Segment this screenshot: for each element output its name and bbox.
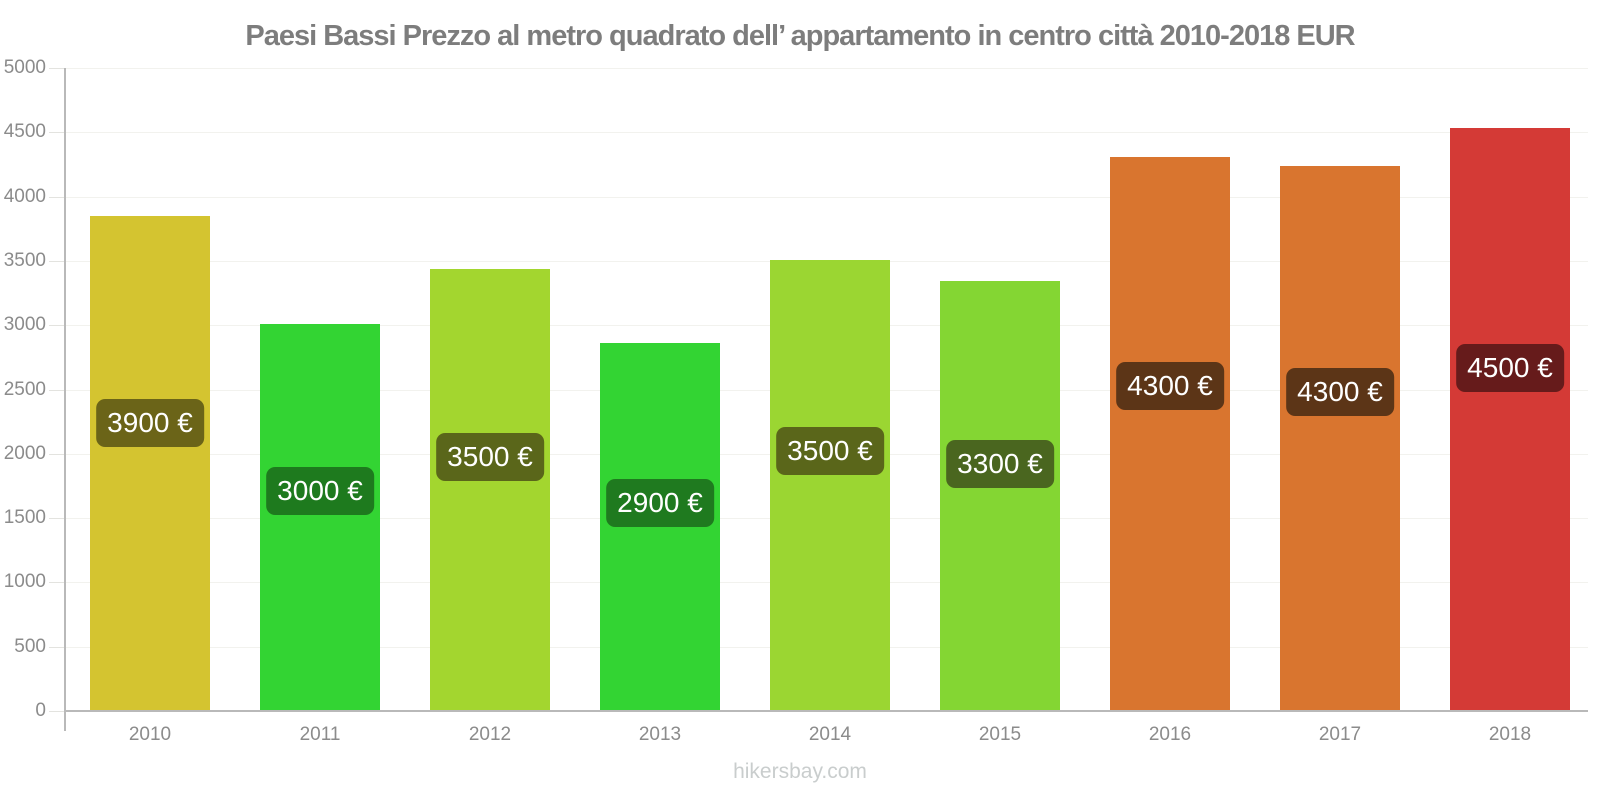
value-label-2015: 3300 € [946, 440, 1054, 488]
y-axis-tick-label: 3500 [3, 250, 46, 271]
value-label-2017: 4300 € [1286, 368, 1394, 416]
bar-2016[interactable]: 4300 € [1110, 157, 1230, 711]
y-axis-tick [49, 647, 66, 648]
y-axis-tick-label: 4000 [3, 186, 46, 207]
x-axis-label-2011: 2011 [299, 724, 341, 745]
y-axis-tick [49, 582, 66, 583]
bar-2014[interactable]: 3500 € [770, 260, 890, 711]
value-label-2010: 3900 € [96, 399, 204, 447]
bar-2010[interactable]: 3900 € [90, 216, 210, 711]
y-axis-tick [49, 711, 66, 712]
y-axis-tick [49, 132, 66, 133]
gridline [66, 68, 1588, 69]
bar-2012[interactable]: 3500 € [430, 269, 550, 711]
y-axis-tick [49, 68, 66, 69]
x-axis-label-2015: 2015 [978, 724, 1022, 745]
y-axis-tick-label: 0 [35, 700, 46, 721]
gridline [66, 132, 1588, 133]
value-label-2013: 2900 € [606, 479, 714, 527]
y-axis-line [64, 68, 66, 731]
bar-2013[interactable]: 2900 € [600, 343, 720, 711]
bar-2017[interactable]: 4300 € [1280, 166, 1400, 711]
bar-2018[interactable]: 4500 € [1450, 128, 1570, 711]
y-axis-tick [49, 325, 66, 326]
x-axis-line [64, 710, 1588, 712]
y-axis-tick-label: 4500 [3, 121, 46, 142]
y-axis-tick-label: 2000 [3, 443, 46, 464]
x-axis-label-2013: 2013 [638, 724, 682, 745]
value-label-2016: 4300 € [1116, 362, 1224, 410]
y-axis-tick-label: 3000 [3, 314, 46, 335]
y-axis-tick [49, 197, 66, 198]
value-label-2012: 3500 € [436, 433, 544, 481]
bar-2011[interactable]: 3000 € [260, 324, 380, 711]
y-axis-tick [49, 518, 66, 519]
x-axis-label-2016: 2016 [1148, 724, 1192, 745]
value-label-2018: 4500 € [1456, 344, 1564, 392]
y-axis-tick-label: 500 [14, 636, 46, 657]
y-axis-tick [49, 454, 66, 455]
bar-2015[interactable]: 3300 € [940, 281, 1060, 711]
x-axis-label-2018: 2018 [1488, 724, 1532, 745]
x-axis-label-2017: 2017 [1318, 724, 1362, 745]
y-axis-tick-label: 5000 [3, 57, 46, 78]
value-label-2014: 3500 € [776, 427, 884, 475]
y-axis-tick-label: 1500 [3, 507, 46, 528]
x-axis-label-2014: 2014 [808, 724, 852, 745]
chart-title: Paesi Bassi Prezzo al metro quadrato del… [245, 20, 1355, 52]
watermark: hikersbay.com [733, 760, 867, 783]
x-axis-label-2012: 2012 [468, 724, 512, 745]
y-axis-tick [49, 261, 66, 262]
value-label-2011: 3000 € [266, 467, 374, 515]
y-axis-tick-label: 2500 [3, 379, 46, 400]
x-axis-label-2010: 2010 [128, 724, 172, 745]
y-axis-tick [49, 390, 66, 391]
y-axis-tick-label: 1000 [3, 571, 46, 592]
gridline [66, 197, 1588, 198]
